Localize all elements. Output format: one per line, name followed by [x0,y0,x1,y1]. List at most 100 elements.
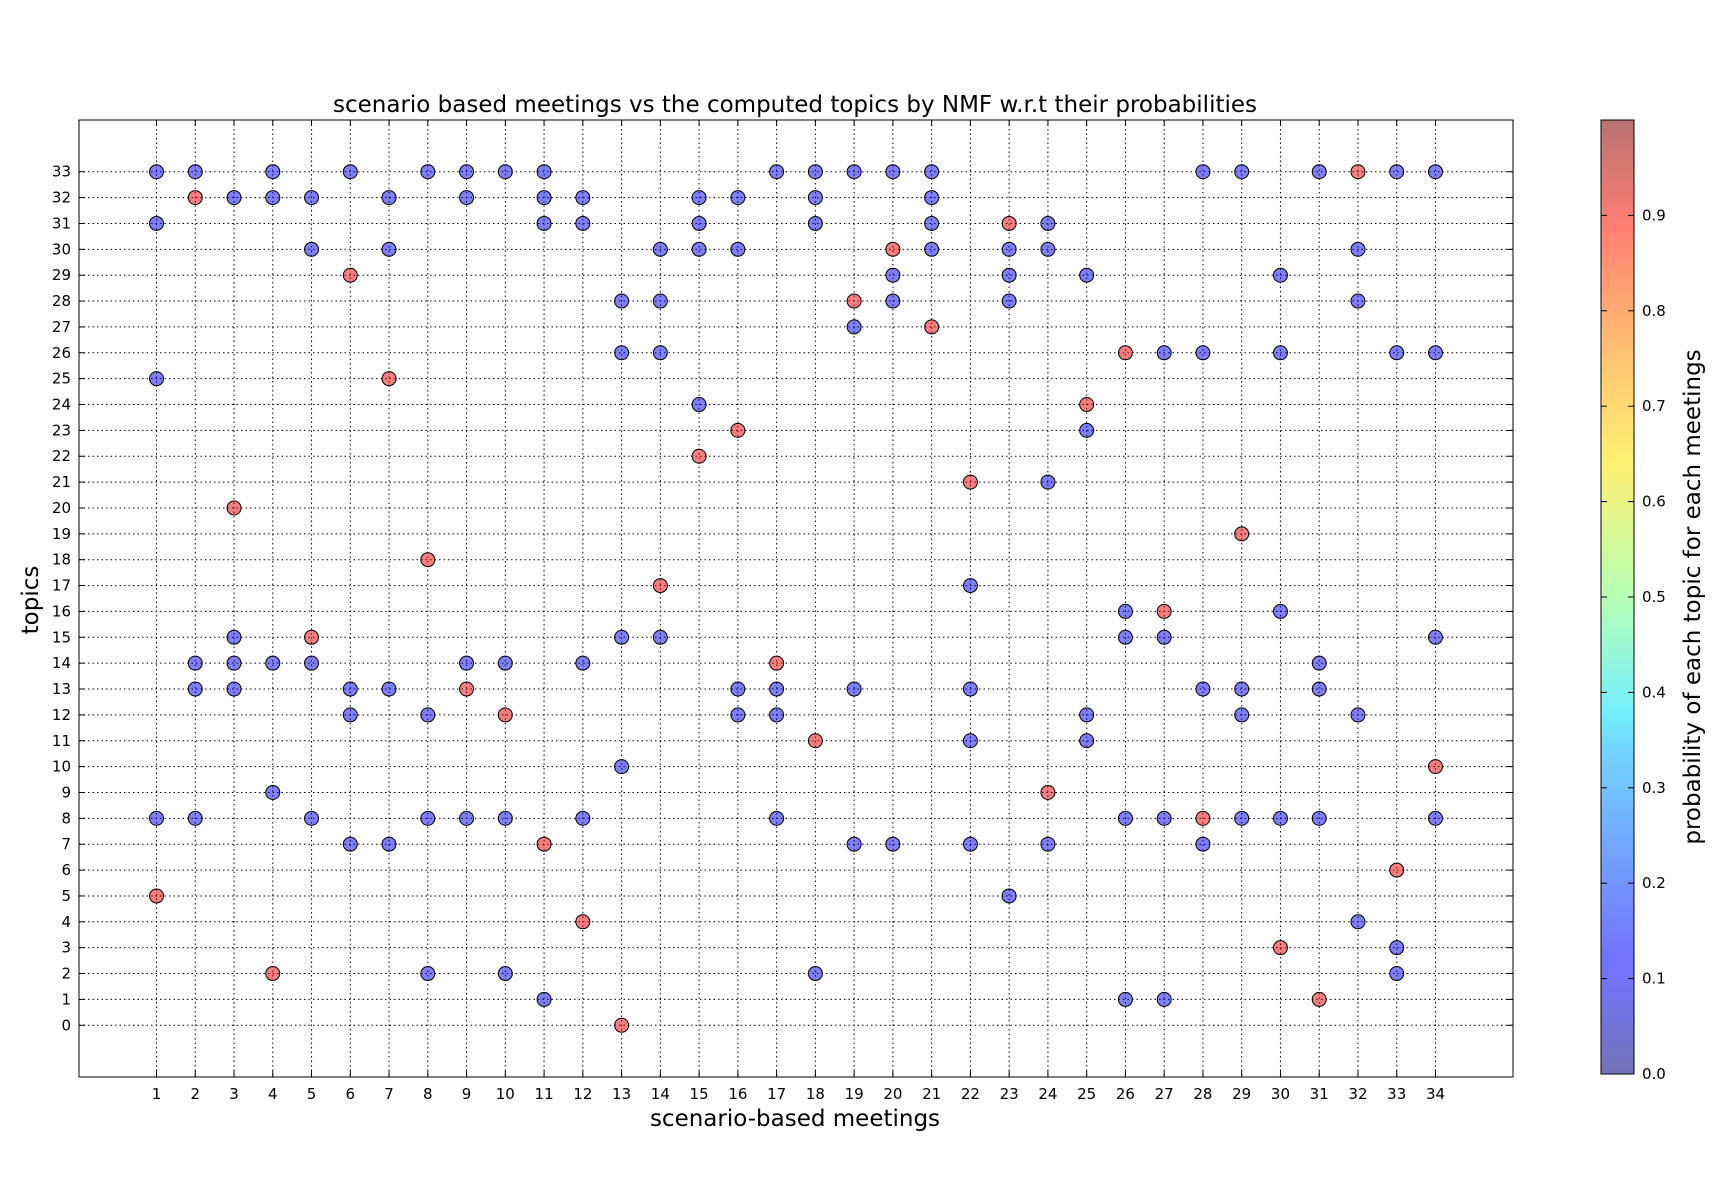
data-point [691,241,707,257]
x-tick-label: 20 [883,1085,902,1103]
data-point [1001,241,1017,257]
data-point [614,293,630,309]
data-point [149,164,165,180]
y-tick-label: 13 [52,680,71,698]
data-point [536,164,552,180]
data-point [381,836,397,852]
data-point [187,655,203,671]
x-tick-label: 16 [728,1085,747,1103]
x-tick-label: 24 [1038,1085,1057,1103]
data-point [885,836,901,852]
data-point [149,888,165,904]
data-point [807,190,823,206]
x-tick-label: 13 [612,1085,631,1103]
data-point [769,681,785,697]
data-point [1427,810,1443,826]
colorbar-tick-label: 0.5 [1642,588,1666,606]
data-point [1389,940,1405,956]
y-tick-label: 19 [52,525,71,543]
data-point [924,190,940,206]
x-tick-label: 27 [1155,1085,1174,1103]
data-point [304,629,320,645]
data-point [459,190,475,206]
data-point [846,319,862,335]
data-point [497,164,513,180]
y-tick-label: 28 [52,292,71,310]
data-point [769,810,785,826]
data-point [962,836,978,852]
data-point [1272,940,1288,956]
x-tick-label: 11 [535,1085,554,1103]
data-point [1350,241,1366,257]
data-point [1156,603,1172,619]
data-point [420,552,436,568]
data-point [265,784,281,800]
data-point [575,810,591,826]
x-tick-label: 30 [1271,1085,1290,1103]
x-tick-label: 25 [1077,1085,1096,1103]
data-point [304,190,320,206]
y-tick-label: 23 [52,421,71,439]
data-point [1079,733,1095,749]
x-tick-label: 3 [229,1085,239,1103]
data-point [304,241,320,257]
y-tick-label: 17 [52,577,71,595]
data-point [1040,474,1056,490]
y-tick-label: 21 [52,473,71,491]
data-point [536,215,552,231]
data-point [807,733,823,749]
data-point [730,241,746,257]
data-point [1272,810,1288,826]
x-tick-label: 15 [690,1085,709,1103]
data-point [730,422,746,438]
colorbar-label: probability of each topic for each meeti… [1680,349,1706,844]
data-point [342,164,358,180]
data-point [459,681,475,697]
x-axis-label: scenario-based meetings [650,1106,940,1132]
data-point [1040,836,1056,852]
y-tick-label: 11 [52,732,71,750]
data-point [614,759,630,775]
x-tick-label: 8 [423,1085,433,1103]
data-point [1389,966,1405,982]
data-point [1427,759,1443,775]
x-tick-label: 14 [651,1085,670,1103]
data-point [1117,345,1133,361]
data-point [536,991,552,1007]
data-point [1350,914,1366,930]
y-tick-label: 31 [52,214,71,232]
data-point [962,733,978,749]
x-tick-label: 4 [268,1085,278,1103]
data-point [420,707,436,723]
x-tick-label: 6 [346,1085,356,1103]
data-point [1079,267,1095,283]
x-tick-label: 32 [1348,1085,1367,1103]
data-point [691,397,707,413]
colorbar-tick-label: 0.2 [1642,874,1666,892]
data-point [1040,784,1056,800]
data-point [652,578,668,594]
data-point [497,655,513,671]
data-point [187,681,203,697]
data-point [149,215,165,231]
y-tick-label: 3 [61,939,71,957]
x-tick-label: 23 [1000,1085,1019,1103]
data-point [1234,681,1250,697]
y-tick-label: 27 [52,318,71,336]
x-tick-label: 12 [573,1085,592,1103]
data-point [342,836,358,852]
data-point [614,629,630,645]
y-axis-label: topics [18,566,44,635]
colorbar-tick-label: 0.0 [1642,1065,1666,1083]
colorbar-tick-label: 0.1 [1642,970,1666,988]
x-tick-label: 7 [384,1085,394,1103]
data-point [614,1017,630,1033]
data-point [226,681,242,697]
data-point [1001,267,1017,283]
data-point [652,241,668,257]
data-point [1350,707,1366,723]
y-tick-label: 1 [61,990,71,1008]
data-point [769,164,785,180]
data-point [1117,810,1133,826]
